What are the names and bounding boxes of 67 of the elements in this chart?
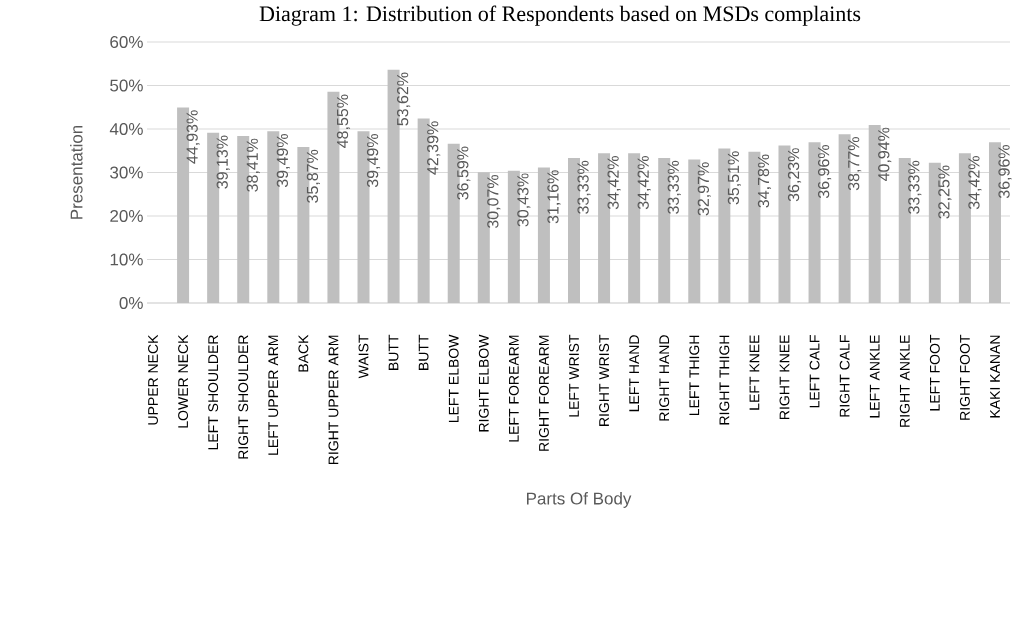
data-label: 30,43% xyxy=(517,173,531,227)
data-label: 34,42% xyxy=(607,156,621,210)
data-label: 33,33% xyxy=(667,160,681,214)
x-tick-label: LEFT ELBOW xyxy=(448,334,459,423)
data-label: 38,41% xyxy=(246,138,260,192)
data-label: 30,07% xyxy=(487,174,501,229)
x-tick-label: BUTT xyxy=(418,334,429,370)
data-label: 32,97% xyxy=(697,162,711,216)
y-tick-label: 40% xyxy=(109,122,143,136)
data-label: 44,93% xyxy=(186,110,200,164)
data-label: 35,51% xyxy=(727,151,741,205)
data-label: 36,96% xyxy=(998,145,1012,199)
data-label: 38,77% xyxy=(848,137,862,191)
x-tick-label: BUTT xyxy=(388,334,399,370)
data-label: 35,87% xyxy=(306,149,320,203)
data-label: 40,94% xyxy=(878,127,892,182)
data-label: 33,33% xyxy=(577,160,591,214)
x-tick-label: LEFT WRIST xyxy=(569,334,579,417)
data-label: 36,59% xyxy=(457,146,471,200)
x-tick-label: RIGHT SHOULDER xyxy=(238,335,249,459)
x-tick-label: LEFT KNEE xyxy=(749,335,760,410)
x-tick-label: LEFT HAND xyxy=(629,335,639,412)
x-tick-label: RIGHT UPPER ARM xyxy=(328,335,339,465)
data-label: 39,49% xyxy=(276,133,290,188)
x-tick-label: RIGHT WRIST xyxy=(599,334,610,426)
data-label: 39,49% xyxy=(366,133,381,188)
data-label: 36,23% xyxy=(787,148,802,202)
x-axis-title: Parts Of Body xyxy=(526,492,632,508)
data-label: 33,33% xyxy=(908,160,922,214)
y-tick-label: 60% xyxy=(110,35,143,49)
data-label: 32,25% xyxy=(938,165,952,219)
x-tick-label: RIGHT KNEE xyxy=(779,335,790,419)
x-tick-label: LEFT FOOT xyxy=(929,334,940,411)
x-tick-label: RIGHT CALF xyxy=(839,335,850,417)
data-label: 48,55% xyxy=(336,94,351,148)
x-tick-label: RIGHT FOREARM xyxy=(538,335,549,451)
data-label: 42,39% xyxy=(427,121,441,175)
x-tick-label: LEFT THIGH xyxy=(689,335,700,416)
x-tick-label: LEFT ANKLE xyxy=(869,335,880,418)
x-tick-label: LEFT FOREARM xyxy=(508,335,519,442)
data-label: 36,96% xyxy=(817,145,832,199)
x-tick-label: BACK xyxy=(298,334,309,372)
x-tick-label: RIGHT ELBOW xyxy=(478,334,489,432)
y-tick-label: 50% xyxy=(110,79,143,92)
x-tick-label: LOWER NECK xyxy=(178,334,189,428)
data-label: 34,42% xyxy=(968,156,982,210)
x-tick-label: LEFT CALF xyxy=(809,335,820,408)
x-tick-label: WAIST xyxy=(358,334,369,379)
data-label: 34,78% xyxy=(757,154,772,208)
y-tick-label: 30% xyxy=(110,166,143,179)
y-axis-title: Presentation xyxy=(70,125,83,219)
x-tick-label: RIGHT FOOT xyxy=(959,334,970,420)
x-tick-label: KAKI KANAN xyxy=(990,335,1000,418)
y-tick-label: 10% xyxy=(110,253,143,266)
data-label: 34,42% xyxy=(637,156,651,210)
data-label: 39,13% xyxy=(216,135,230,189)
x-tick-label: RIGHT ANKLE xyxy=(899,335,910,427)
x-tick-label: RIGHT HAND xyxy=(659,335,670,421)
data-label: 31,16% xyxy=(547,170,561,224)
x-tick-label: LEFT SHOULDER xyxy=(208,335,219,450)
x-tick-label: UPPER NECK xyxy=(148,334,158,425)
x-tick-label: RIGHT THIGH xyxy=(719,335,730,425)
y-tick-label: 0% xyxy=(119,296,143,310)
data-label: 53,62% xyxy=(396,72,411,126)
y-tick-label: 20% xyxy=(110,209,143,223)
x-tick-label: LEFT UPPER ARM xyxy=(268,335,279,455)
chart-title: Diagram 1: Distribution of Respondents based on MSDs complaints xyxy=(259,5,861,26)
